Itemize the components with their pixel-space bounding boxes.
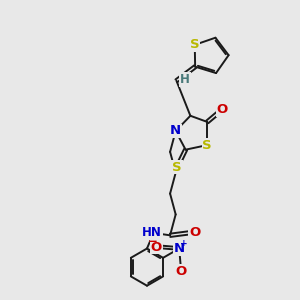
Text: N: N — [170, 124, 181, 137]
Text: O: O — [189, 226, 200, 239]
Text: O: O — [151, 241, 162, 254]
Text: O: O — [175, 265, 186, 278]
Text: H: H — [180, 73, 190, 86]
Text: +: + — [181, 239, 188, 248]
Text: HN: HN — [142, 226, 162, 239]
Text: N: N — [174, 242, 185, 255]
Text: S: S — [190, 38, 200, 51]
Text: O: O — [217, 103, 228, 116]
Text: −: − — [147, 235, 157, 248]
Text: S: S — [202, 139, 212, 152]
Text: S: S — [172, 161, 182, 174]
